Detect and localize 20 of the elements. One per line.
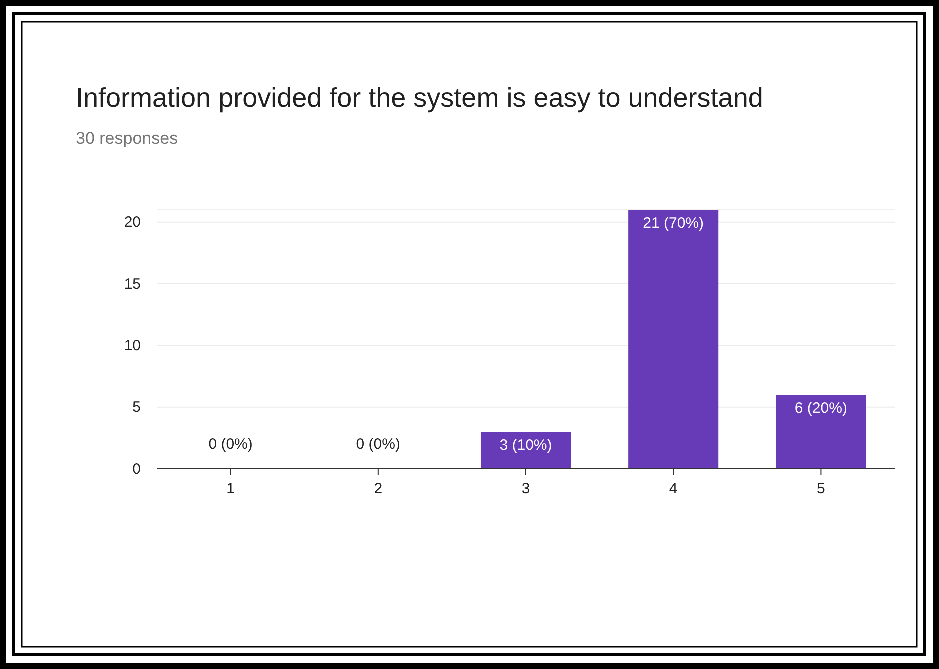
chart-subtitle: 30 responses [76, 129, 178, 148]
chart-title: Information provided for the system is easy to understand [76, 83, 764, 113]
data-label: 0 (0%) [208, 436, 253, 453]
x-tick-label: 2 [374, 480, 383, 498]
bar [480, 432, 572, 469]
y-tick-label: 20 [124, 214, 141, 232]
x-tick-label: 5 [817, 480, 826, 498]
x-tick-label: 1 [226, 480, 235, 498]
bar [776, 395, 866, 469]
data-label: 21 (70%) [643, 215, 704, 232]
x-tick-label: 4 [669, 480, 678, 498]
data-label: 0 (0%) [356, 436, 400, 453]
bar [628, 210, 719, 469]
y-tick-label: 15 [124, 276, 141, 293]
data-label: 6 (20%) [794, 400, 848, 417]
data-label: 3 (10%) [500, 437, 552, 454]
y-tick-label: 5 [132, 399, 141, 416]
x-tick-label: 3 [522, 480, 530, 498]
y-tick-label: 10 [124, 337, 141, 354]
y-tick-label: 0 [132, 460, 141, 478]
